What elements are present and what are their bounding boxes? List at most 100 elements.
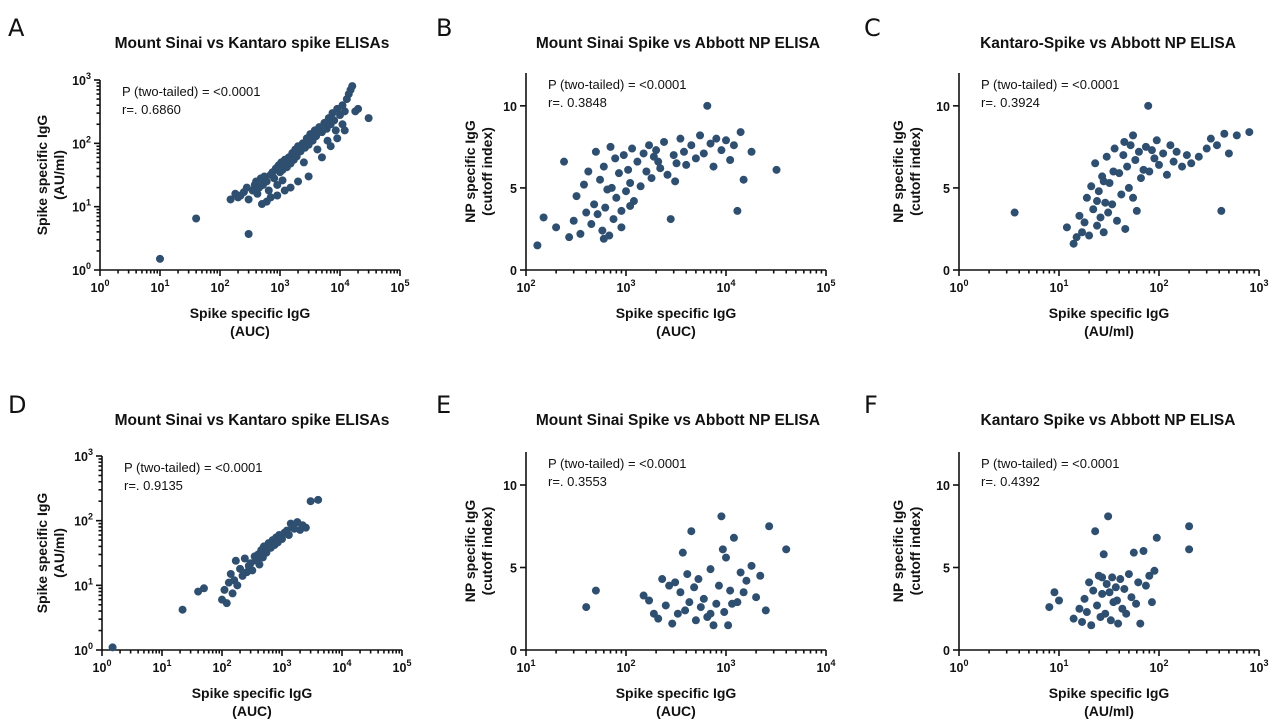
chart-b: B Mount Sinai Spike vs Abbott NP ELISA 102… — [436, 14, 835, 339]
data-point — [739, 175, 748, 184]
x-tick-label: 101 — [153, 658, 172, 675]
x-tick-label: 103 — [273, 658, 292, 675]
data-point — [712, 134, 721, 143]
y-tick-label: 10 — [503, 100, 517, 114]
data-point — [654, 614, 663, 623]
data-point — [614, 169, 623, 178]
data-point — [1091, 527, 1100, 536]
data-point — [1102, 152, 1111, 161]
data-point — [560, 157, 569, 166]
data-point — [612, 193, 621, 202]
data-point — [681, 606, 690, 615]
data-point — [590, 200, 599, 209]
data-point — [240, 554, 249, 563]
data-point — [1141, 581, 1150, 590]
data-point — [1098, 573, 1107, 582]
data-point — [671, 177, 680, 186]
x-axis-unit: (AU/ml) — [1084, 703, 1134, 719]
data-point — [1078, 617, 1087, 626]
panel-d: D Mount Sinai vs Kantaro spike ELISAs 100 1… — [0, 363, 428, 726]
y-tick-label: 103 — [74, 447, 93, 464]
data-point — [1150, 154, 1159, 163]
data-point — [709, 621, 718, 630]
y-axis-label: Spike specific IgG — [34, 115, 50, 236]
y-tick-label: 0 — [943, 644, 950, 658]
data-point — [1152, 136, 1161, 145]
y-tick-label: 5 — [943, 562, 950, 576]
y-tick-label: 5 — [510, 182, 517, 196]
x-axis-unit: (AUC) — [656, 323, 696, 339]
data-point — [312, 132, 321, 141]
x-axis-unit: (AUC) — [656, 703, 696, 719]
data-point — [1101, 198, 1110, 207]
x-tick-label: 101 — [1050, 278, 1069, 295]
x-tick-label: 102 — [211, 278, 230, 295]
data-point — [622, 187, 630, 196]
data-point — [178, 605, 187, 614]
data-point — [639, 149, 648, 158]
p-value-annotation: P (two-tailed) = <0.0001 — [981, 77, 1120, 92]
data-point — [706, 139, 715, 148]
data-point — [1169, 157, 1178, 166]
data-point — [624, 165, 633, 174]
data-point — [652, 146, 661, 155]
data-point — [1127, 593, 1136, 602]
panel-e: E Mount Sinai Spike vs Abbott NP ELISA 101… — [428, 363, 856, 726]
data-point — [576, 229, 585, 238]
x-tick-label: 104 — [333, 658, 352, 675]
data-point — [679, 147, 688, 156]
data-point — [1145, 571, 1154, 580]
data-point — [1111, 583, 1120, 592]
data-point — [348, 82, 357, 91]
data-point — [1069, 239, 1078, 248]
data-point — [717, 512, 726, 521]
data-point — [1187, 159, 1196, 168]
data-point — [1185, 545, 1194, 554]
data-point — [301, 523, 310, 532]
data-point — [284, 531, 293, 540]
data-point — [1131, 156, 1140, 165]
data-point — [1124, 183, 1133, 192]
y-tick-label: 10 — [936, 479, 950, 493]
data-point — [1105, 588, 1114, 597]
panel-a: A Mount Sinai vs Kantaro spike ELISAs 100 1… — [0, 0, 428, 363]
data-point — [1099, 177, 1108, 186]
x-tick-label: 103 — [1250, 658, 1269, 675]
panel-letter: B — [436, 14, 452, 42]
y-axis-label: NP specific IgG — [890, 500, 906, 603]
data-point — [1112, 596, 1121, 605]
data-point — [1147, 146, 1156, 155]
data-point — [656, 164, 665, 173]
data-point — [642, 167, 651, 176]
data-point — [671, 578, 680, 587]
y-tick-label: 100 — [72, 261, 91, 278]
data-point — [294, 177, 303, 186]
data-point — [108, 643, 117, 652]
x-tick-label: 102 — [517, 278, 536, 295]
data-point — [246, 559, 255, 568]
data-point — [1185, 522, 1194, 531]
p-value-annotation: P (two-tailed) = <0.0001 — [981, 456, 1120, 471]
r-value-annotation: r=. 0.3924 — [981, 95, 1040, 110]
data-point — [606, 142, 615, 151]
data-point — [1082, 608, 1091, 617]
data-point — [661, 601, 670, 610]
data-point — [1139, 547, 1148, 555]
data-point — [722, 136, 730, 145]
data-point — [691, 616, 700, 625]
data-point — [678, 548, 687, 557]
data-point — [1108, 573, 1117, 582]
data-point — [1145, 167, 1154, 176]
data-point — [699, 149, 708, 158]
data-point — [1152, 533, 1161, 542]
data-point — [1182, 151, 1191, 160]
data-point — [1141, 142, 1150, 151]
data-point — [724, 621, 733, 630]
p-value-annotation: P (two-tailed) = <0.0001 — [122, 84, 261, 99]
data-point — [248, 566, 257, 575]
data-point — [691, 154, 700, 163]
p-value-annotation: P (two-tailed) = <0.0001 — [548, 456, 687, 471]
data-point — [1089, 205, 1098, 214]
